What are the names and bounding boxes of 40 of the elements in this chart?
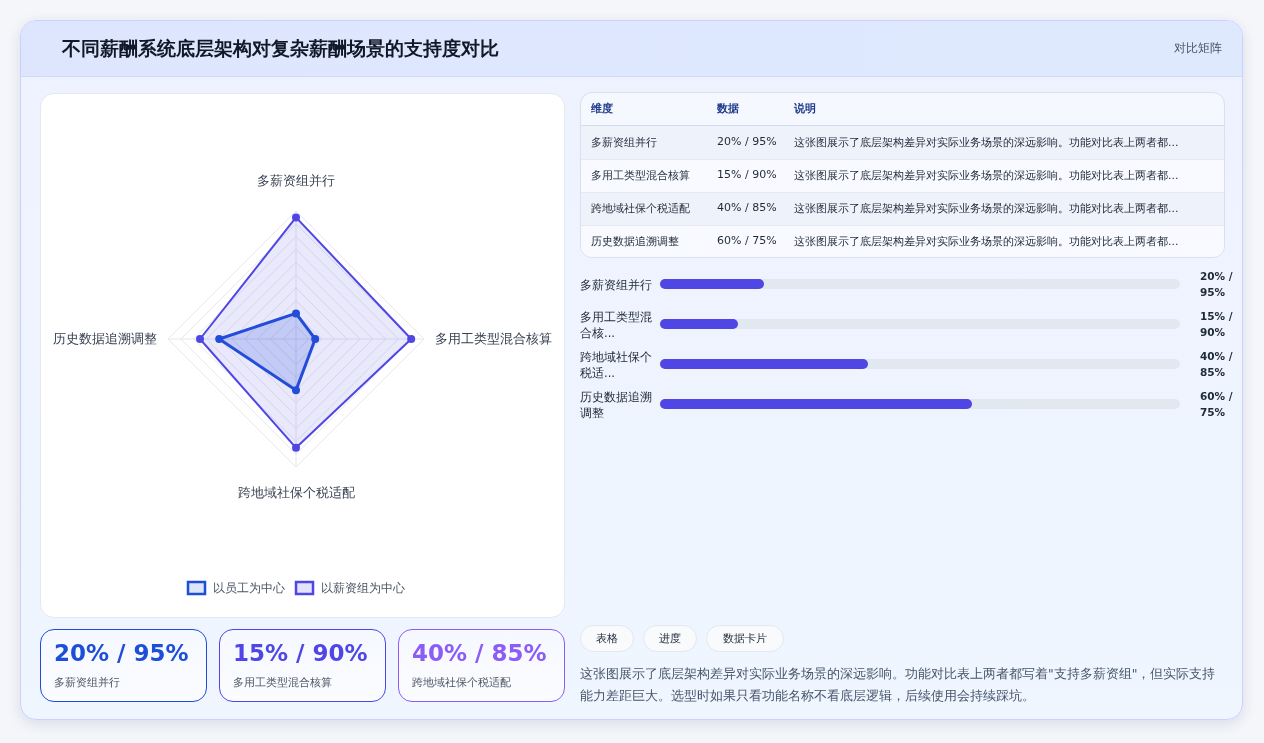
spoke-label: 多用工类型混合核算 — [435, 330, 554, 348]
legend-label: 以薪资组为中心 — [321, 580, 406, 596]
data-label: 40% / 85% — [1200, 349, 1234, 380]
category-label: 跨地域社保个税适配 — [591, 202, 690, 215]
text: 这张图展示了底层架构差异对实际业务场景的深远影响。功能对比表上两者都... — [794, 235, 1179, 248]
spoke-label: 历史数据追溯调整 — [51, 330, 157, 348]
text: 60% / 75% — [717, 234, 777, 247]
text: 这张图展示了底层架构差异对实际业务场景的深远影响。功能对比表上两者都... — [794, 202, 1179, 215]
category-label: 维度 — [591, 101, 614, 117]
category-label: 多薪资组并行 — [54, 675, 121, 691]
chart-title: 不同薪酬系统底层架构对复杂薪酬场景的支持度对比 — [62, 36, 500, 61]
data-label: 15% / 90% — [1200, 309, 1234, 340]
legend-label: 以员工为中心 — [213, 580, 286, 596]
category-label: 历史数据追溯调整 — [591, 235, 679, 248]
y-tick-label: 历史数据追溯调整 — [580, 389, 653, 422]
y-tick-label: 跨地域社保个税适... — [580, 349, 653, 382]
text: 15% / 90% — [233, 640, 368, 666]
y-tick-label: 多薪资组并行 — [580, 277, 653, 294]
category-label: 跨地域社保个税适配 — [412, 675, 512, 691]
category-label: 数据 — [717, 101, 740, 117]
text: 进度 — [643, 625, 697, 652]
text: 40% / 85% — [412, 640, 547, 666]
text: 对比矩阵 — [1173, 40, 1222, 57]
text: 20% / 95% — [54, 640, 189, 666]
text: 20% / 95% — [717, 135, 777, 148]
data-label: 20% / 95% — [1200, 269, 1234, 300]
category-label: 多用工类型混合核算 — [233, 675, 333, 691]
text: 数据卡片 — [706, 625, 784, 652]
y-tick-label: 多用工类型混合核... — [580, 309, 653, 342]
text: 表格 — [580, 625, 634, 652]
spoke-label: 多薪资组并行 — [256, 171, 336, 190]
text: 这张图展示了底层架构差异对实际业务场景的深远影响。功能对比表上两者都写着"支持多薪资组"，但实际支持能力差距巨大。选型时如果只看功能名称不看底层逻辑，后续使用会持续踩坑。 — [580, 665, 1217, 705]
category-label: 多用工类型混合核算 — [591, 169, 690, 182]
text: 这张图展示了底层架构差异对实际业务场景的深远影响。功能对比表上两者都... — [794, 136, 1179, 149]
spoke-label: 跨地域社保个税适配 — [236, 484, 356, 503]
data-label: 60% / 75% — [1200, 389, 1234, 420]
text: 40% / 85% — [717, 201, 777, 214]
text: 这张图展示了底层架构差异对实际业务场景的深远影响。功能对比表上两者都... — [794, 169, 1179, 182]
text: 15% / 90% — [717, 168, 777, 181]
category-label: 说明 — [794, 101, 817, 117]
